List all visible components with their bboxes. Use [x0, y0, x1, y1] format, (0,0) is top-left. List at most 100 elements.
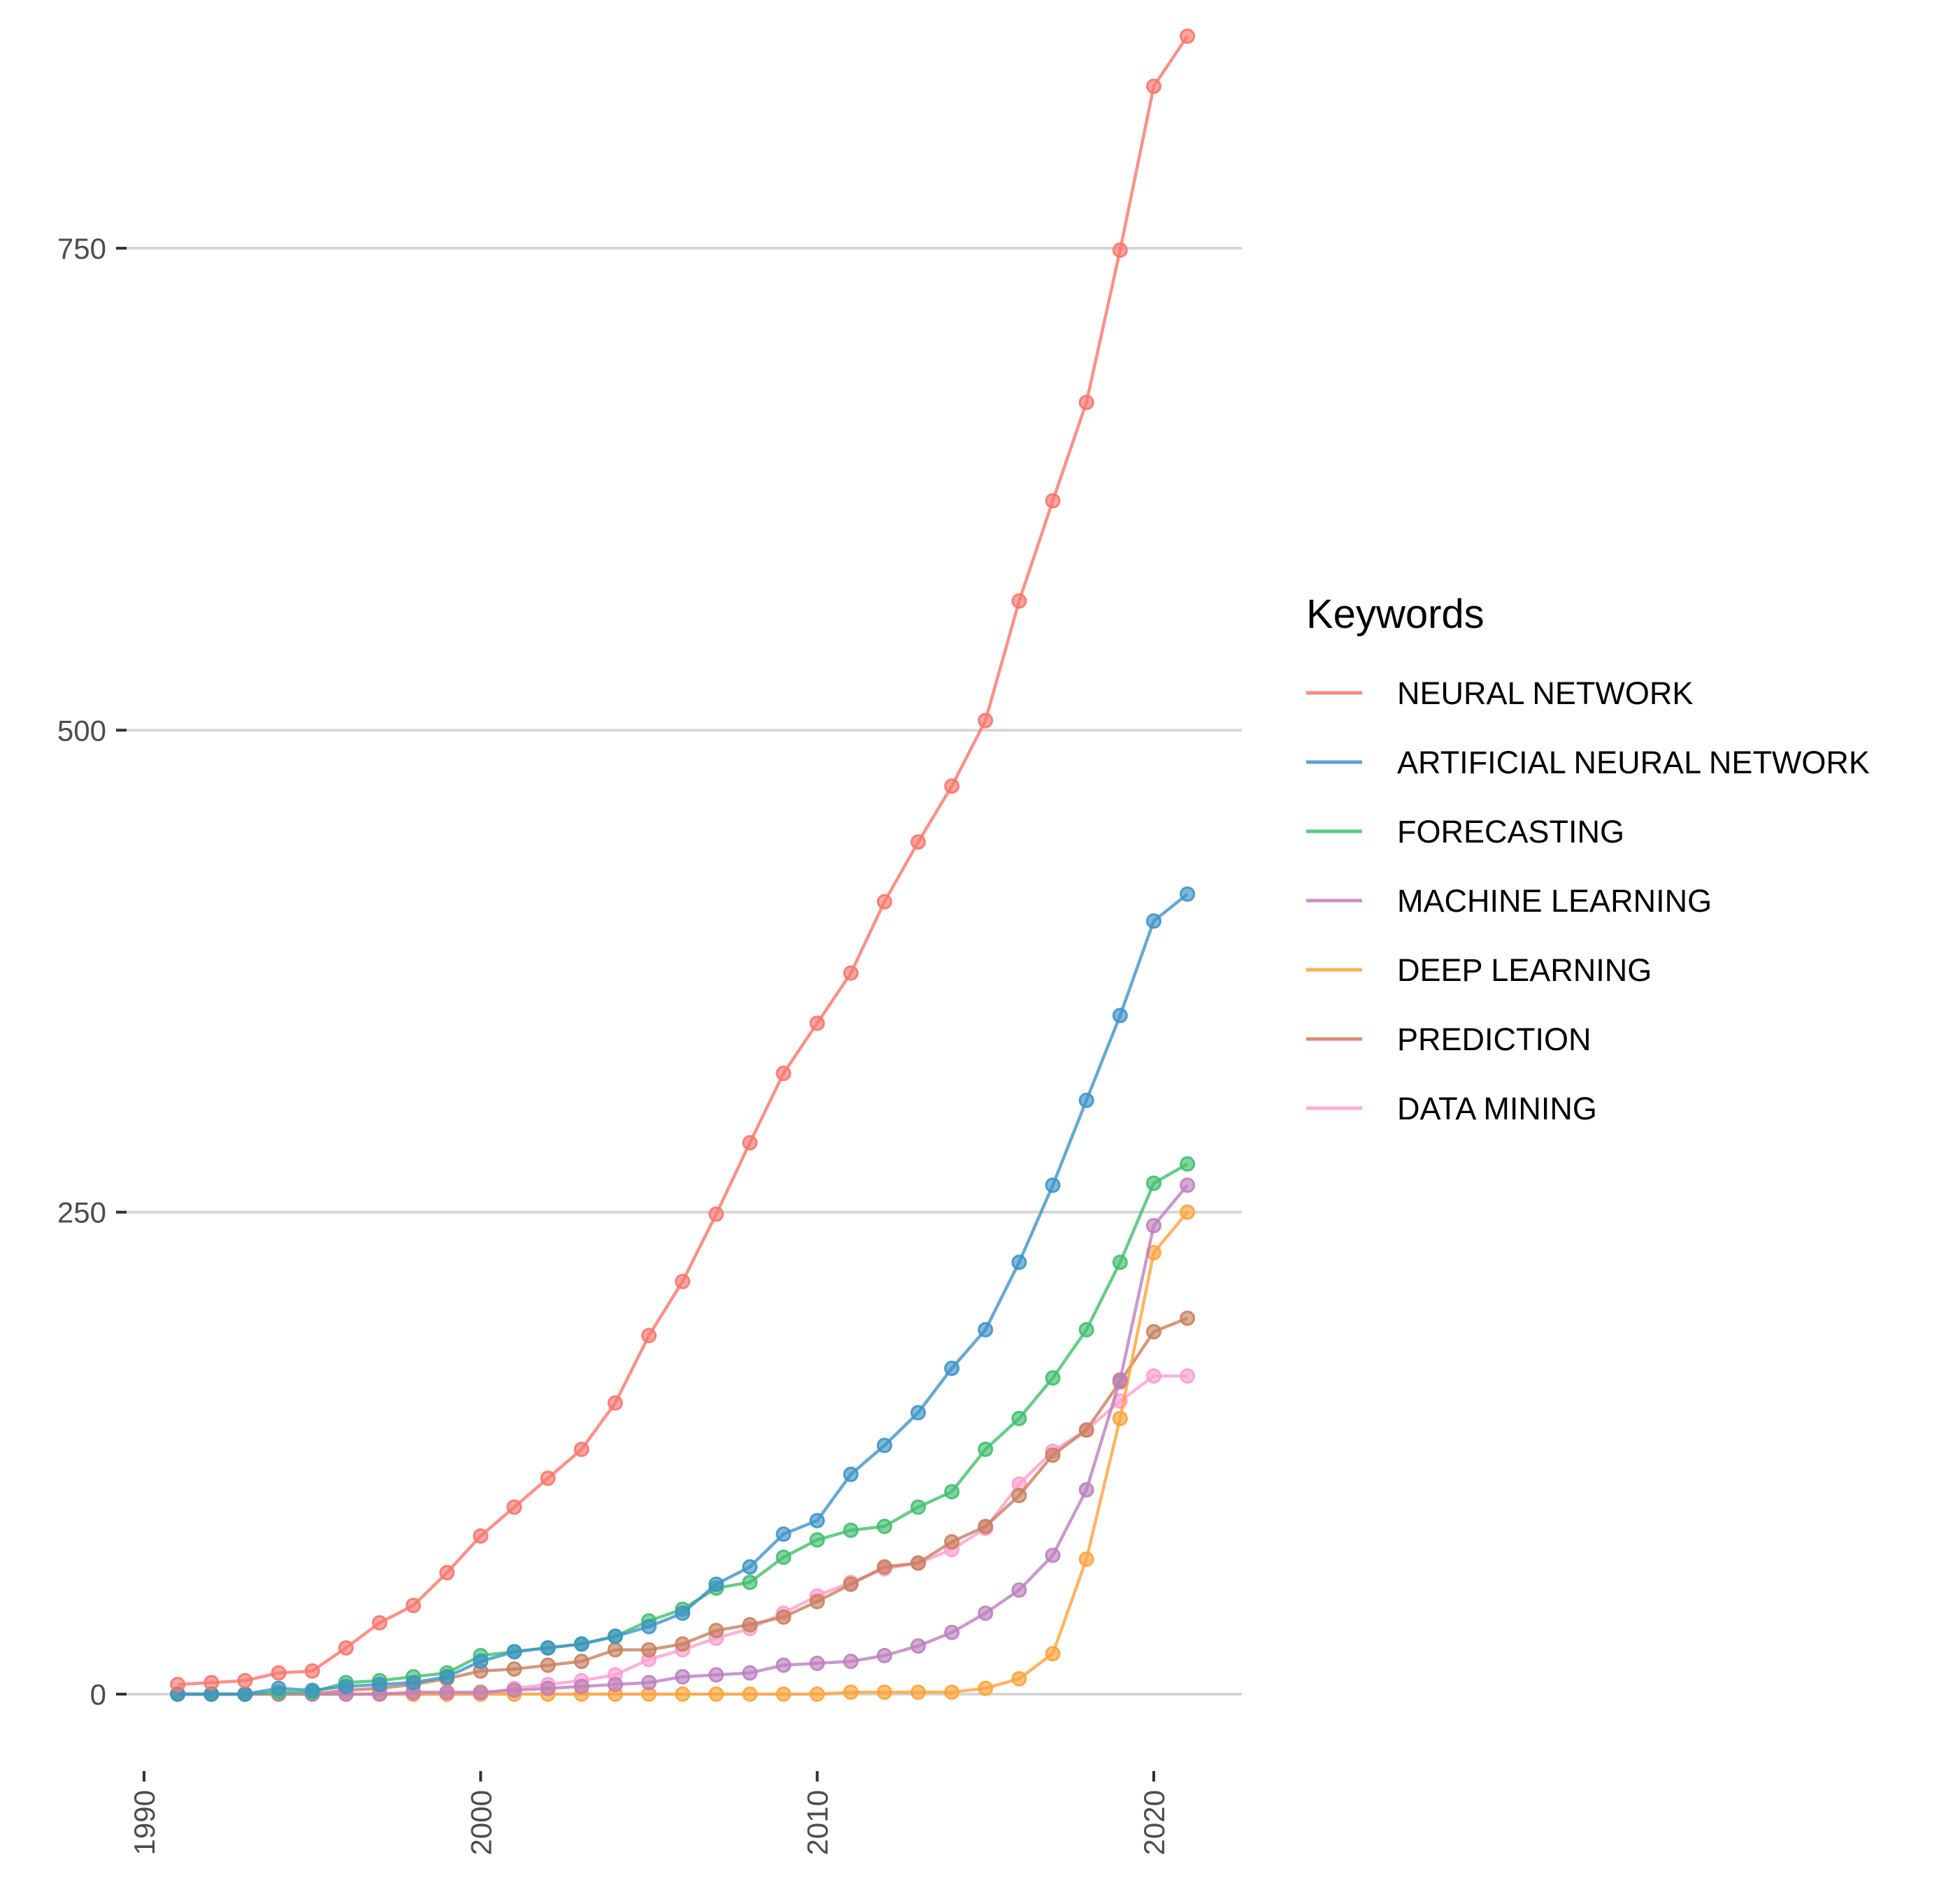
legend-label-prediction: PREDICTION — [1397, 1022, 1591, 1057]
legend-label-deep-learning: DEEP LEARNING — [1397, 952, 1652, 988]
point-neural-network-1995 — [304, 1663, 320, 1679]
legend-item-artificial-neural-network: ARTIFICIAL NEURAL NETWORK — [1306, 745, 1870, 780]
point-forecasting-2020 — [1146, 1175, 1161, 1191]
point-machine-learning-2000 — [473, 1684, 489, 1700]
point-artificial-neural-network-1993 — [237, 1686, 253, 1702]
point-neural-network-2005 — [641, 1328, 657, 1344]
point-neural-network-2013 — [910, 834, 927, 850]
point-machine-learning-2002 — [540, 1680, 556, 1696]
point-machine-learning-2006 — [675, 1669, 691, 1685]
point-prediction-2009 — [775, 1609, 792, 1625]
point-forecasting-2009 — [775, 1549, 792, 1565]
point-artificial-neural-network-1997 — [371, 1677, 387, 1693]
point-artificial-neural-network-1999 — [439, 1669, 455, 1685]
point-artificial-neural-network-2014 — [944, 1361, 960, 1377]
point-forecasting-2014 — [944, 1484, 960, 1500]
legend-item-machine-learning: MACHINE LEARNING — [1306, 883, 1712, 919]
point-forecasting-2021 — [1180, 1156, 1196, 1172]
point-machine-learning-2004 — [607, 1677, 623, 1693]
point-prediction-2011 — [843, 1576, 859, 1592]
point-artificial-neural-network-2005 — [641, 1619, 657, 1635]
point-neural-network-1998 — [406, 1598, 422, 1614]
point-machine-learning-2016 — [1011, 1582, 1027, 1598]
legend-label-machine-learning: MACHINE LEARNING — [1397, 883, 1712, 919]
series-prediction — [170, 1310, 1196, 1702]
point-machine-learning-2014 — [944, 1624, 960, 1640]
point-neural-network-2012 — [876, 894, 892, 910]
y-tick-label-750: 750 — [57, 232, 106, 265]
point-neural-network-2009 — [775, 1066, 792, 1082]
point-prediction-2018 — [1078, 1422, 1094, 1438]
point-machine-learning-2010 — [809, 1655, 825, 1671]
x-tick-label-2000: 2000 — [464, 1790, 497, 1855]
point-machine-learning-2011 — [843, 1654, 859, 1670]
point-deep-learning-2021 — [1180, 1204, 1196, 1220]
point-machine-learning-2021 — [1180, 1177, 1196, 1194]
point-forecasting-2017 — [1045, 1370, 1061, 1386]
point-neural-network-1997 — [371, 1614, 387, 1631]
point-neural-network-2001 — [506, 1499, 522, 1515]
point-deep-learning-2018 — [1078, 1551, 1094, 1567]
point-prediction-2008 — [742, 1617, 758, 1633]
point-deep-learning-2017 — [1045, 1646, 1061, 1662]
axes: 0 250 500 750 1990 2000 2010 2020 — [57, 232, 1171, 1855]
point-artificial-neural-network-2003 — [573, 1636, 589, 1652]
point-artificial-neural-network-2015 — [978, 1321, 994, 1338]
y-tick-label-500: 500 — [57, 714, 106, 747]
legend-label-neural-network: NEURAL NETWORK — [1397, 675, 1693, 711]
point-neural-network-1999 — [439, 1565, 455, 1581]
point-prediction-2005 — [641, 1642, 657, 1658]
point-neural-network-2016 — [1011, 593, 1027, 609]
point-forecasting-2008 — [742, 1575, 758, 1591]
point-neural-network-2020 — [1146, 78, 1161, 94]
point-prediction-2021 — [1180, 1310, 1196, 1326]
point-artificial-neural-network-2002 — [540, 1640, 556, 1656]
point-artificial-neural-network-1995 — [304, 1682, 320, 1698]
y-tick-label-250: 250 — [57, 1196, 106, 1229]
point-neural-network-2010 — [809, 1015, 825, 1031]
point-machine-learning-2007 — [708, 1667, 724, 1683]
point-deep-learning-2016 — [1011, 1670, 1027, 1686]
point-neural-network-2004 — [607, 1395, 623, 1411]
point-prediction-2013 — [910, 1555, 927, 1571]
point-prediction-2002 — [540, 1657, 556, 1673]
point-artificial-neural-network-2009 — [775, 1526, 792, 1542]
point-prediction-2007 — [708, 1623, 724, 1639]
point-machine-learning-1999 — [439, 1684, 455, 1700]
point-machine-learning-2005 — [641, 1675, 657, 1691]
point-neural-network-1991 — [170, 1677, 186, 1693]
point-neural-network-2007 — [708, 1206, 724, 1222]
legend-item-forecasting: FORECASTING — [1306, 814, 1624, 850]
y-tick-label-0: 0 — [90, 1678, 106, 1711]
point-machine-learning-2018 — [1078, 1482, 1094, 1498]
point-artificial-neural-network-2010 — [809, 1512, 825, 1528]
point-machine-learning-2015 — [978, 1605, 994, 1621]
point-neural-network-2011 — [843, 965, 859, 981]
point-artificial-neural-network-2012 — [876, 1438, 892, 1454]
point-prediction-2012 — [876, 1559, 892, 1575]
legend-label-forecasting: FORECASTING — [1397, 814, 1624, 850]
point-forecasting-2019 — [1112, 1254, 1128, 1270]
point-neural-network-2015 — [978, 712, 994, 729]
point-prediction-2020 — [1146, 1324, 1161, 1340]
point-deep-learning-2008 — [742, 1686, 758, 1702]
point-forecasting-2011 — [843, 1522, 859, 1538]
point-machine-learning-2009 — [775, 1657, 792, 1673]
point-neural-network-1992 — [203, 1675, 220, 1691]
series-line-neural-network — [177, 35, 1189, 1686]
point-artificial-neural-network-2004 — [607, 1628, 623, 1644]
point-data-mining-2021 — [1180, 1368, 1196, 1384]
legend-item-prediction: PREDICTION — [1306, 1022, 1591, 1057]
point-prediction-2003 — [573, 1654, 589, 1670]
point-deep-learning-2011 — [843, 1684, 859, 1700]
legend-item-deep-learning: DEEP LEARNING — [1306, 952, 1652, 988]
point-artificial-neural-network-2000 — [473, 1654, 489, 1670]
point-deep-learning-2012 — [876, 1684, 892, 1700]
point-machine-learning-2001 — [506, 1682, 522, 1698]
point-prediction-2014 — [944, 1534, 960, 1550]
point-machine-learning-2019 — [1112, 1372, 1128, 1388]
point-forecasting-2015 — [978, 1441, 994, 1457]
point-prediction-2016 — [1011, 1487, 1027, 1503]
point-forecasting-2016 — [1011, 1410, 1027, 1426]
